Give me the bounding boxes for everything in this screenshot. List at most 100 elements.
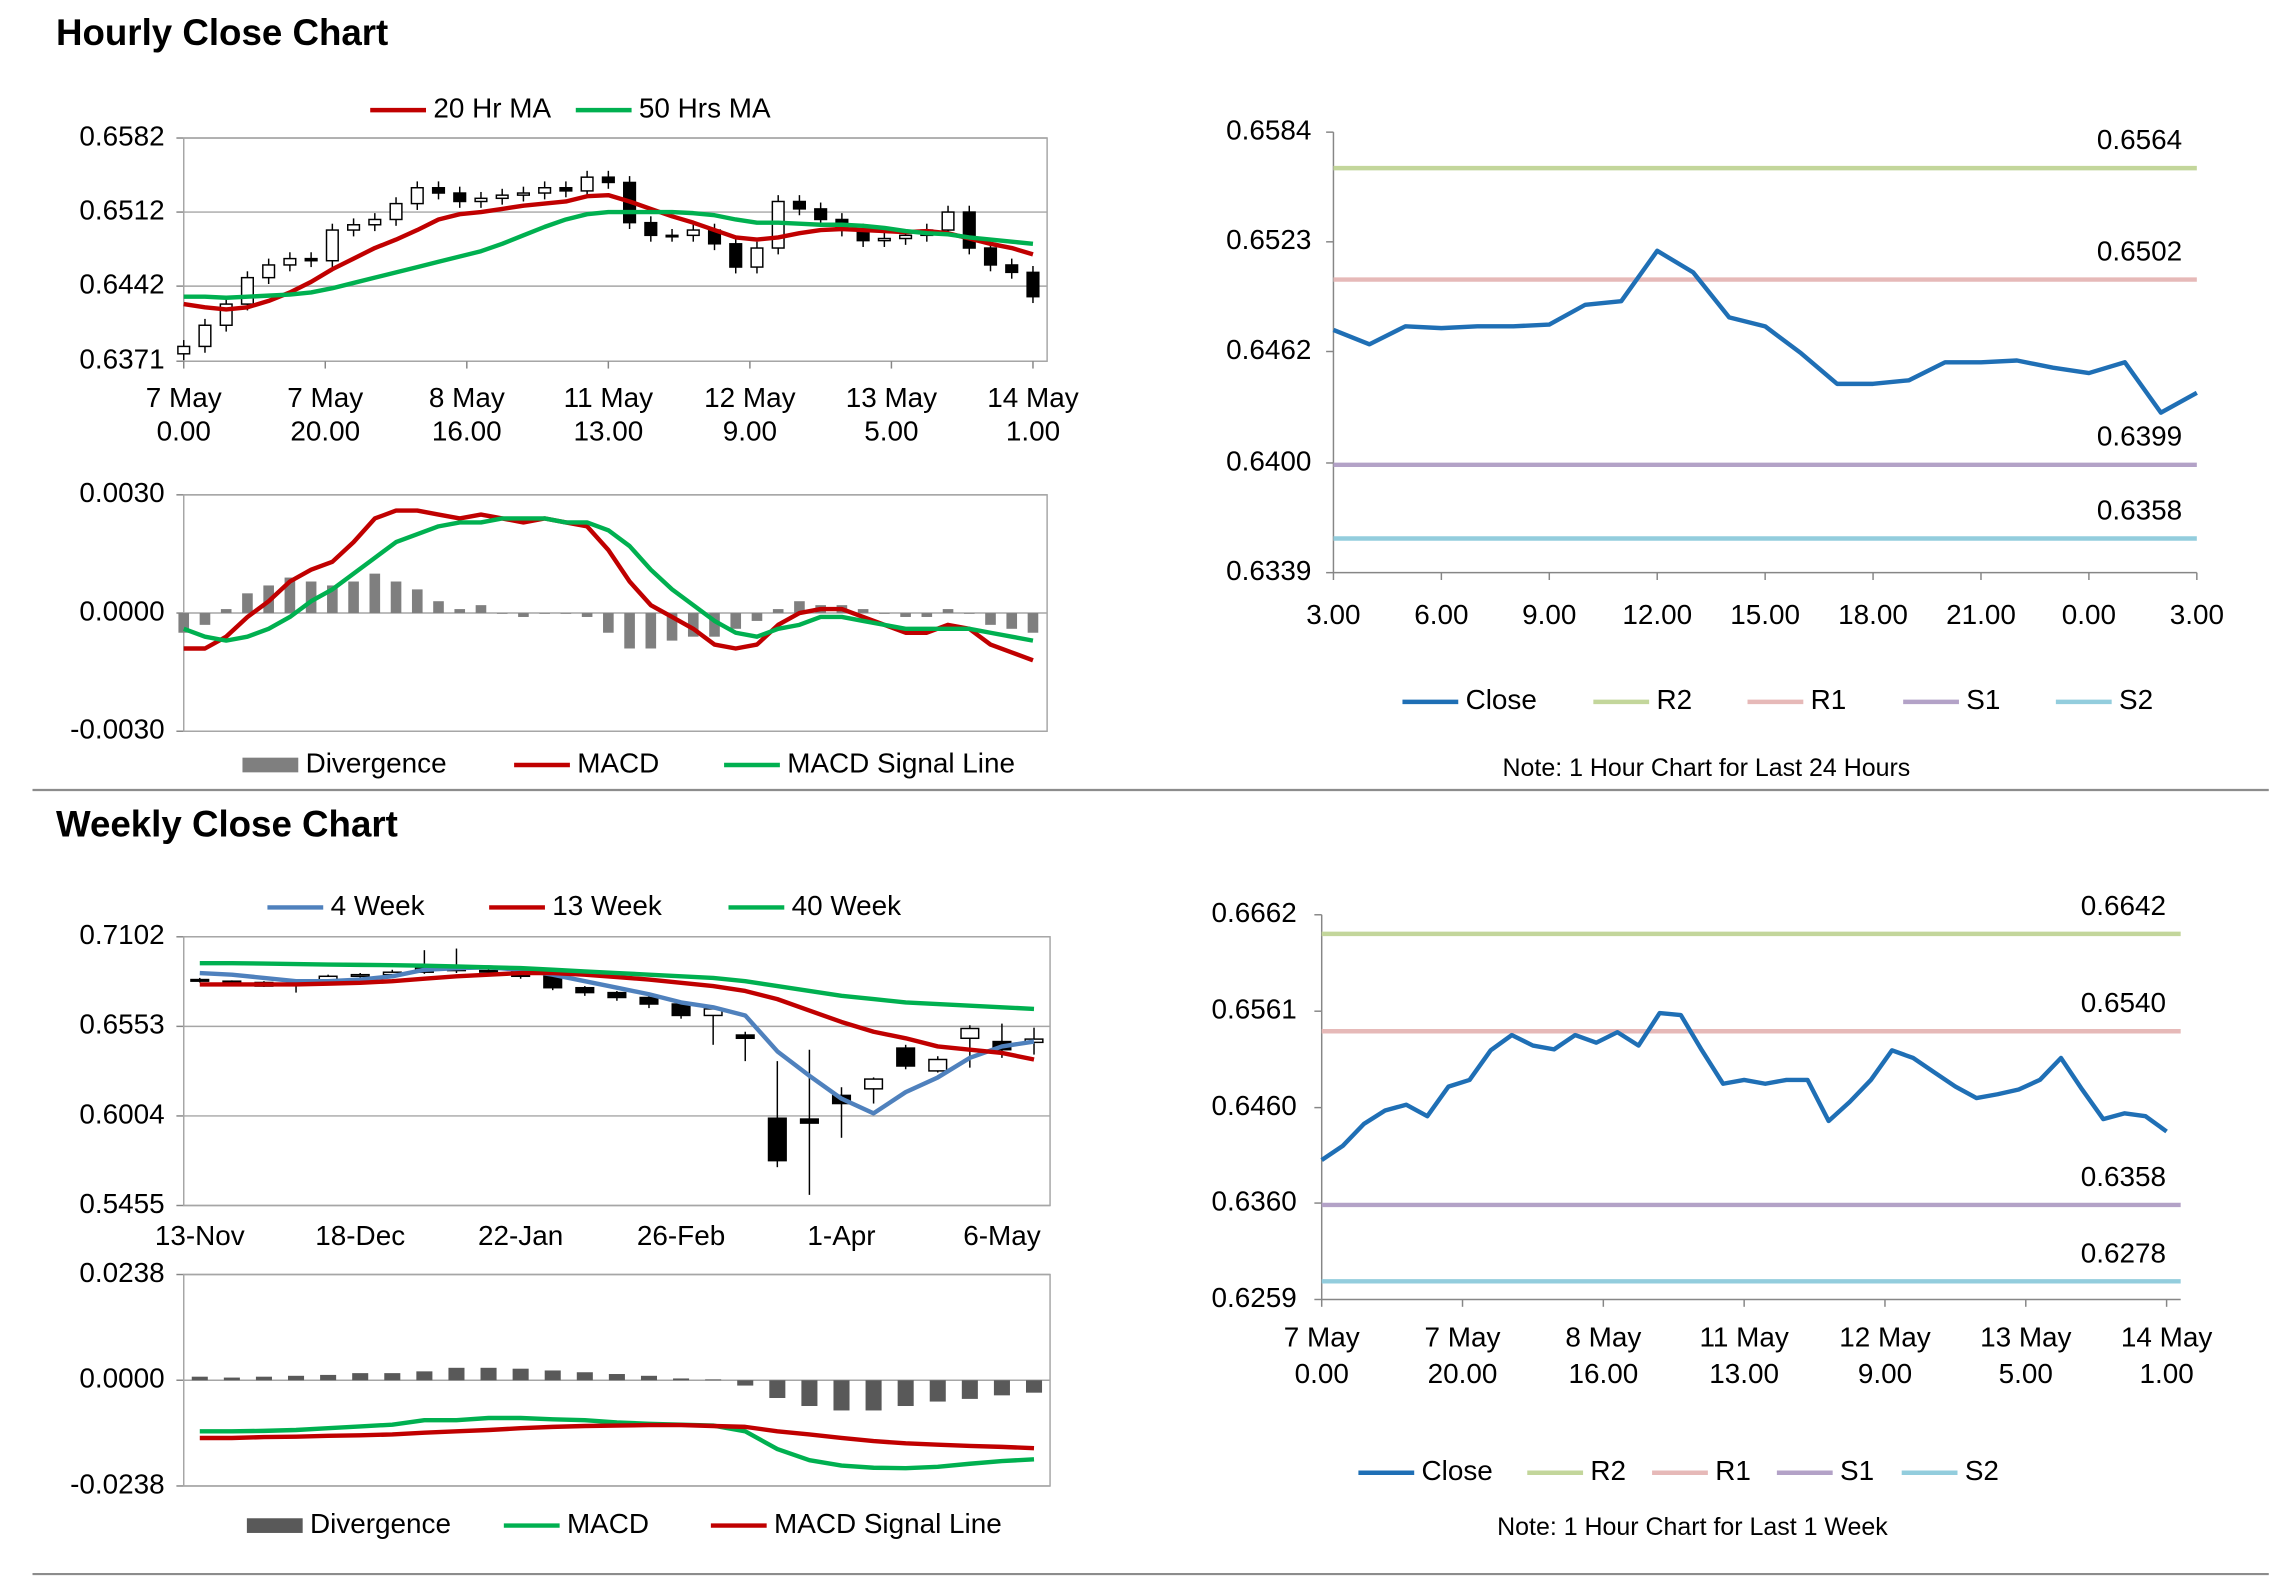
divergence-bar — [544, 1370, 561, 1381]
x-tick-label: 26-Feb — [637, 1220, 725, 1251]
legend-swatch — [242, 757, 299, 773]
series-line — [1332, 248, 2198, 415]
x-tick-label: 16.00 — [1568, 1358, 1638, 1389]
divergence-bar — [284, 577, 296, 614]
candle-body — [639, 996, 659, 1005]
x-tick-label: 12 May — [1839, 1322, 1930, 1353]
divergence-bar — [608, 1374, 625, 1381]
series-line — [183, 192, 1034, 312]
x-tick-label: 1-Apr — [807, 1220, 875, 1251]
divergence-bar — [705, 1379, 722, 1381]
candle-body — [877, 237, 891, 242]
legend-swatch — [246, 1518, 303, 1533]
x-tick-label: 18-Dec — [315, 1220, 405, 1251]
divergence-bar — [384, 1373, 401, 1381]
divergence-bar — [624, 613, 635, 649]
candle-body — [262, 264, 276, 279]
legend-label: MACD — [577, 747, 659, 778]
plot-frame — [183, 137, 1048, 362]
candle-body — [729, 243, 743, 268]
divergence-bar — [942, 609, 954, 614]
candle-body — [983, 247, 998, 266]
y-tick-label: 0.6523 — [1226, 224, 1311, 255]
y-tick-label: 0.0030 — [79, 477, 164, 508]
x-tick-label: 7 May — [1425, 1322, 1501, 1353]
y-tick-label: 0.6400 — [1226, 445, 1311, 476]
candle-body — [644, 221, 658, 237]
divergence-bar — [539, 613, 550, 614]
plot-frame — [183, 1273, 1051, 1487]
divergence-bar — [833, 1380, 850, 1411]
y-tick-label: 0.6442 — [79, 268, 164, 299]
section-title: Hourly Close Chart — [56, 12, 388, 53]
chart-note: Note: 1 Hour Chart for Last 24 Hours — [1503, 754, 1911, 782]
y-tick-label: 0.6339 — [1226, 555, 1311, 586]
divergence-bar — [411, 589, 423, 614]
divergence-bar — [709, 613, 720, 637]
legend-label: Divergence — [310, 1508, 451, 1539]
x-tick-label: 20.00 — [290, 416, 360, 447]
candle-body — [347, 224, 361, 231]
legend-label: 13 Week — [552, 890, 662, 921]
x-tick-label: 18.00 — [1838, 599, 1908, 630]
x-tick-label: 13.00 — [1709, 1358, 1779, 1389]
y-tick-label: 0.0000 — [79, 1363, 164, 1394]
legend-label: Divergence — [306, 747, 447, 778]
divergence-bar — [560, 613, 572, 614]
legend-label: S2 — [2119, 684, 2153, 715]
divergence-bar — [921, 613, 933, 617]
divergence-bar — [475, 605, 487, 614]
candle-body — [575, 986, 595, 994]
candle-body — [453, 192, 467, 203]
x-tick-label: 13 May — [1980, 1322, 2071, 1353]
candle-body — [431, 187, 446, 194]
candle-body — [240, 276, 255, 305]
y-tick-label: 0.6561 — [1211, 994, 1296, 1025]
divergence-bar — [288, 1375, 305, 1381]
candle-body — [516, 192, 531, 196]
level-label: 0.6502 — [2097, 236, 2182, 267]
divergence-bar — [220, 609, 232, 614]
candle-body — [559, 187, 573, 192]
candle-body — [601, 176, 615, 184]
x-tick-label: 13-Nov — [155, 1220, 245, 1251]
divergence-bar — [305, 581, 317, 614]
divergence-bar — [640, 1375, 658, 1381]
x-tick-label: 16.00 — [432, 416, 502, 447]
x-tick-label: 12 May — [704, 382, 795, 413]
candle-body — [474, 197, 488, 203]
divergence-bar — [576, 1372, 593, 1381]
divergence-bar — [865, 1380, 882, 1411]
divergence-bar — [737, 1380, 754, 1386]
x-tick-label: 0.00 — [2062, 599, 2116, 630]
y-tick-label: 0.6371 — [79, 344, 164, 375]
y-tick-label: 0.6553 — [79, 1009, 164, 1040]
plot-frame — [183, 936, 1051, 1207]
candle-body — [198, 324, 212, 348]
y-tick-label: 0.6584 — [1226, 115, 1311, 146]
y-tick-label: 0.7102 — [79, 919, 164, 950]
x-tick-label: 13 May — [846, 382, 937, 413]
divergence-bar — [416, 1371, 433, 1381]
x-tick-label: 21.00 — [1946, 599, 2016, 630]
level-label: 0.6358 — [2081, 1161, 2166, 1192]
series-line — [182, 516, 1034, 643]
x-tick-label: 20.00 — [1428, 1358, 1498, 1389]
divergence-bar — [433, 601, 444, 614]
divergence-bar — [352, 1373, 369, 1381]
legend-label: S1 — [1840, 1455, 1874, 1486]
y-tick-label: 0.6460 — [1211, 1090, 1296, 1121]
legend-label: 50 Hrs MA — [639, 93, 771, 124]
y-tick-label: 0.6662 — [1211, 897, 1296, 928]
candle-body — [304, 257, 318, 262]
x-tick-label: 5.00 — [864, 416, 918, 447]
divergence-bar — [985, 613, 996, 625]
divergence-bar — [900, 613, 911, 617]
level-label: 0.6540 — [2081, 987, 2166, 1018]
legend-label: R1 — [1811, 684, 1847, 715]
divergence-bar — [772, 609, 784, 614]
divergence-bar — [327, 585, 338, 614]
divergence-bar — [1027, 613, 1039, 633]
x-tick-label: 6.00 — [1414, 599, 1468, 630]
